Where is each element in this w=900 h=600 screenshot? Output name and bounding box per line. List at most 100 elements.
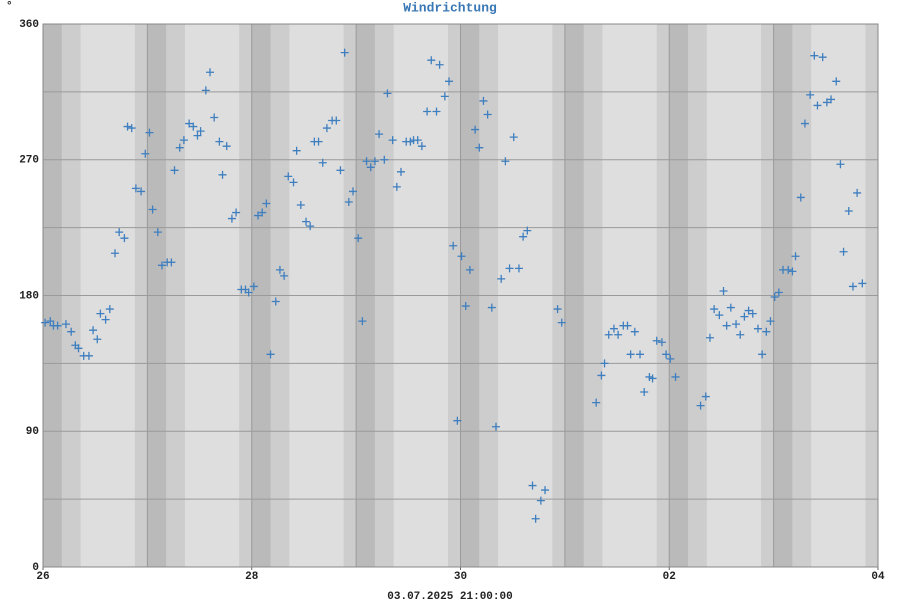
marker	[536, 496, 545, 505]
x-axis-label: 03.07.2025 21:00:00	[387, 591, 512, 600]
marker	[266, 350, 275, 359]
marker	[232, 208, 241, 217]
marker	[445, 77, 454, 86]
marker	[284, 172, 293, 181]
marker	[61, 320, 70, 329]
marker	[206, 68, 214, 77]
marker	[314, 137, 323, 146]
marker	[380, 155, 389, 164]
marker	[271, 297, 280, 306]
marker	[479, 96, 488, 105]
marker	[531, 514, 540, 523]
marker	[131, 184, 140, 193]
marker	[600, 359, 609, 368]
marker	[710, 305, 719, 314]
y-tick-label: 0	[32, 562, 39, 574]
marker	[366, 163, 375, 172]
marker	[592, 398, 601, 407]
marker	[487, 303, 496, 312]
marker	[354, 234, 363, 243]
marker	[844, 207, 853, 216]
marker	[196, 127, 205, 136]
marker	[123, 122, 132, 131]
marker	[719, 286, 728, 295]
marker	[652, 336, 661, 345]
marker	[726, 303, 735, 312]
marker	[105, 305, 114, 314]
marker	[648, 374, 657, 383]
marker	[275, 265, 284, 274]
plot-frame	[42, 23, 879, 568]
unit-label: °	[6, 1, 13, 13]
marker	[457, 252, 466, 261]
marker	[127, 124, 136, 133]
marker	[671, 372, 680, 381]
marker	[528, 481, 537, 490]
marker	[413, 136, 422, 145]
marker	[302, 217, 311, 226]
marker	[471, 125, 480, 134]
marker	[597, 371, 606, 380]
marker	[167, 258, 176, 267]
marker	[344, 197, 353, 206]
marker	[89, 326, 98, 335]
marker	[41, 318, 50, 327]
marker	[358, 317, 367, 326]
marker	[497, 274, 506, 283]
marker	[636, 350, 645, 359]
marker	[336, 166, 345, 175]
x-tick-label: 28	[245, 571, 259, 583]
marker	[806, 90, 815, 99]
marker	[822, 98, 831, 107]
marker	[449, 241, 458, 250]
chart-title: Windrichtung	[403, 0, 497, 15]
marker	[432, 107, 441, 116]
x-tick-label: 04	[871, 571, 885, 583]
marker	[736, 330, 745, 339]
marker	[175, 143, 184, 152]
marker	[614, 330, 623, 339]
marker	[501, 157, 510, 166]
marker	[427, 56, 436, 65]
marker	[148, 205, 157, 214]
marker	[362, 157, 371, 166]
marker	[332, 116, 341, 125]
marker	[210, 113, 219, 122]
marker	[609, 324, 618, 333]
y-tick-label: 90	[26, 426, 39, 438]
marker	[348, 187, 357, 196]
marker	[141, 149, 150, 158]
marker	[46, 317, 55, 326]
marker	[465, 265, 474, 274]
marker	[101, 315, 110, 324]
marker	[67, 327, 76, 336]
marker	[626, 350, 635, 359]
x-tick-label: 26	[36, 571, 49, 583]
marker	[153, 228, 162, 237]
marker	[758, 350, 767, 359]
marker	[222, 142, 231, 151]
marker	[218, 170, 227, 179]
marker	[292, 146, 301, 155]
marker	[853, 188, 862, 197]
marker	[483, 110, 492, 119]
y-tick-label: 180	[19, 290, 39, 302]
marker	[640, 388, 649, 397]
marker	[604, 330, 613, 339]
marker	[832, 77, 841, 86]
marker	[201, 86, 210, 95]
marker	[505, 264, 514, 273]
marker	[630, 327, 639, 336]
marker	[74, 344, 83, 353]
marker	[111, 249, 120, 258]
marker	[370, 157, 379, 166]
marker	[784, 265, 793, 274]
marker	[322, 124, 331, 133]
marker	[666, 354, 675, 363]
marker	[53, 321, 62, 330]
marker	[289, 178, 298, 187]
marker	[392, 182, 401, 191]
marker	[157, 261, 166, 270]
marker	[740, 312, 749, 321]
